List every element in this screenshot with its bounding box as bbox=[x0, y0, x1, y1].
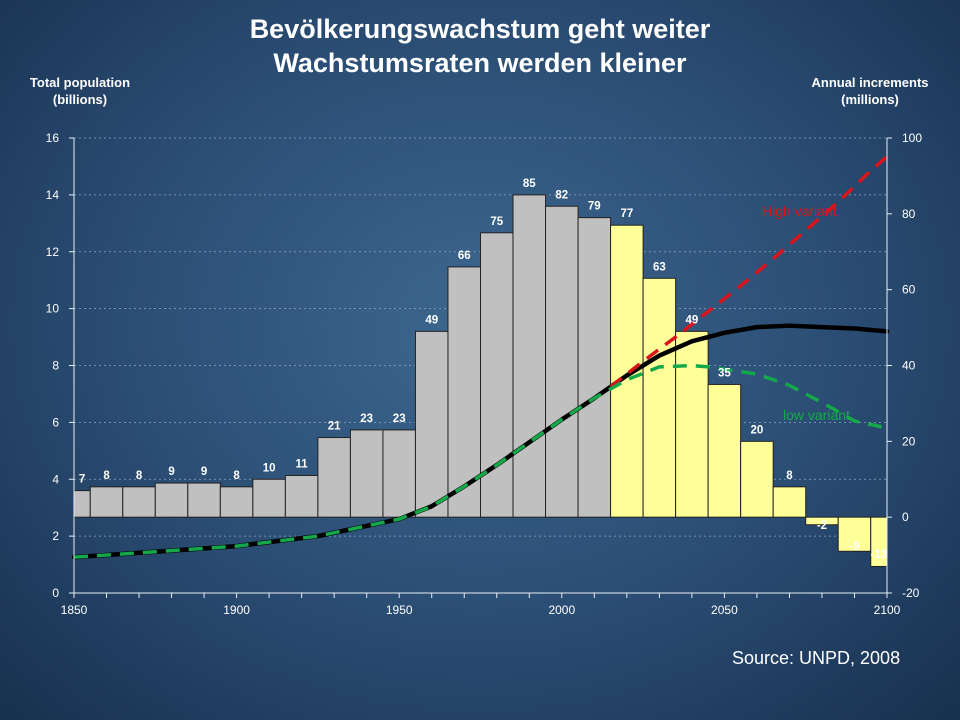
left-y-tick-label: 12 bbox=[46, 245, 60, 259]
increment-bar bbox=[317, 437, 351, 518]
increment-bar bbox=[414, 330, 449, 518]
increment-bar bbox=[122, 486, 156, 518]
increment-bar bbox=[349, 429, 384, 518]
left-y-tick-label: 14 bbox=[46, 188, 60, 202]
population-lines bbox=[71, 155, 890, 560]
x-tick-label: 2050 bbox=[711, 603, 738, 617]
bar-value-label: 10 bbox=[263, 462, 276, 474]
bar-value-label: 49 bbox=[425, 314, 438, 326]
left-y-tick-label: 2 bbox=[52, 529, 59, 543]
series-line bbox=[73, 363, 888, 559]
increment-bar bbox=[382, 429, 416, 518]
bar-value-label: 7 bbox=[79, 474, 85, 486]
bar-value-label: 85 bbox=[523, 178, 536, 190]
bar-value-label: 9 bbox=[168, 466, 174, 478]
right-axis-title-line1: Annual increments bbox=[811, 75, 929, 90]
x-tick-label: 2000 bbox=[548, 603, 575, 617]
series-label-high: High variant bbox=[762, 203, 837, 219]
bar-value-label: 35 bbox=[718, 367, 731, 379]
bar-value-label: 49 bbox=[685, 314, 698, 326]
increment-bar bbox=[545, 205, 579, 518]
right-y-tick-label: 60 bbox=[902, 283, 916, 297]
right-y-tick-label: 100 bbox=[902, 131, 922, 145]
right-y-tick-label: 80 bbox=[902, 207, 916, 221]
bar-value-label: -13 bbox=[871, 549, 888, 561]
bar-value-label: 23 bbox=[360, 413, 373, 425]
left-y-tick-label: 0 bbox=[52, 586, 59, 600]
bar-value-label: 11 bbox=[296, 458, 309, 470]
bar-value-label: 9 bbox=[201, 466, 207, 478]
bar-value-label: 75 bbox=[490, 216, 503, 228]
increment-bar bbox=[707, 383, 742, 518]
left-y-tick-label: 16 bbox=[46, 131, 60, 145]
increment-bar bbox=[772, 486, 807, 518]
increment-bar bbox=[512, 194, 547, 518]
increment-bar bbox=[577, 217, 612, 518]
chart-title-line2: Wachstumsraten werden kleiner bbox=[273, 48, 687, 78]
increment-bar bbox=[642, 277, 677, 518]
bar-value-label: 20 bbox=[751, 424, 764, 436]
increment-bar bbox=[219, 486, 254, 518]
bar-value-label: -9 bbox=[849, 541, 859, 553]
increment-bar bbox=[154, 482, 189, 518]
left-axis-title-line2: (billions) bbox=[52, 92, 108, 107]
left-y-tick-label: 6 bbox=[52, 415, 59, 429]
bar-value-label: 23 bbox=[393, 413, 406, 425]
left-axis-title-line1: Total population bbox=[29, 75, 131, 90]
bar-value-label: 79 bbox=[588, 201, 601, 213]
bar-value-label: -2 bbox=[817, 520, 827, 532]
increment-bar bbox=[675, 330, 709, 518]
x-tick-label: 1850 bbox=[61, 603, 88, 617]
increment-bar bbox=[837, 516, 872, 552]
increment-bar bbox=[252, 478, 286, 518]
x-tick-label: 1950 bbox=[386, 603, 413, 617]
increment-bar bbox=[73, 490, 91, 518]
increment-bar bbox=[284, 474, 319, 518]
right-axis-title-line2: (millions) bbox=[841, 92, 899, 107]
right-y-tick-label: 20 bbox=[902, 434, 916, 448]
bar-value-label: 77 bbox=[620, 208, 633, 220]
series-label-low: low variant bbox=[783, 407, 850, 423]
chart-title: Bevölkerungswachstum geht weiter Wachstu… bbox=[0, 12, 960, 80]
bar-value-label: 66 bbox=[458, 250, 471, 262]
right-y-tick-label: 40 bbox=[902, 359, 916, 373]
increment-bar bbox=[610, 224, 644, 518]
axes: 1850 1900 1950 2000 2050 21000246810121416-20… bbox=[46, 131, 923, 617]
left-axis-title: Total population (billions) bbox=[0, 74, 160, 108]
x-tick-label: 2100 bbox=[874, 603, 901, 617]
left-y-tick-label: 10 bbox=[46, 302, 60, 316]
bar-value-label: 82 bbox=[555, 189, 568, 201]
source-note: Source: UNPD, 2008 bbox=[732, 648, 901, 668]
bar-value-label: 8 bbox=[136, 470, 143, 482]
increment-bar bbox=[187, 482, 221, 518]
bar-value-label: 8 bbox=[233, 470, 240, 482]
increment-bars bbox=[73, 194, 888, 567]
increment-bar bbox=[89, 486, 124, 518]
series-line bbox=[609, 155, 889, 389]
left-y-tick-label: 4 bbox=[52, 472, 59, 486]
bar-value-labels: High variant low variant 7 8 8 9 9 8 10 11 21 23 23 4… bbox=[79, 178, 887, 561]
chart-title-line1: Bevölkerungswachstum geht weiter bbox=[249, 14, 711, 44]
right-axis-title: Annual increments (millions) bbox=[790, 74, 950, 108]
right-y-tick-label: -20 bbox=[902, 586, 920, 600]
bar-value-label: 8 bbox=[103, 470, 110, 482]
left-y-tick-label: 8 bbox=[52, 359, 59, 373]
bar-value-label: 21 bbox=[328, 421, 341, 433]
bar-value-label: 63 bbox=[653, 261, 666, 273]
x-tick-label: 1900 bbox=[223, 603, 250, 617]
right-y-tick-label: 0 bbox=[902, 510, 909, 524]
bar-value-label: 8 bbox=[786, 470, 793, 482]
increment-bar bbox=[740, 440, 774, 518]
